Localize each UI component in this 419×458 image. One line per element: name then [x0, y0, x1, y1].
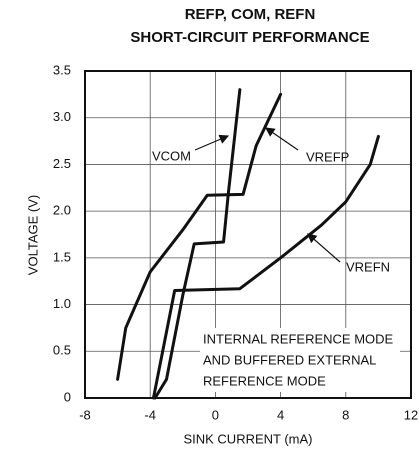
- annotation: REFERENCE MODE: [203, 373, 326, 388]
- x-tick-label: 4: [277, 407, 284, 422]
- x-tick-label: 12: [404, 407, 418, 422]
- series-line: [116, 92, 283, 381]
- series-label: VCOM: [152, 148, 191, 163]
- y-tick-label: 1.5: [53, 249, 71, 264]
- annotation: AND BUFFERED EXTERNAL: [203, 352, 376, 367]
- series-line: [151, 134, 380, 400]
- y-tick-label: 0.5: [53, 343, 71, 358]
- x-axis-label: SINK CURRENT (mA): [183, 431, 312, 446]
- x-tick-label: 8: [342, 407, 349, 422]
- y-axis-label: VOLTAGE (V): [25, 195, 40, 275]
- chart-title: SHORT-CIRCUIT PERFORMANCE: [130, 29, 369, 46]
- chart-title: REFP, COM, REFN: [185, 6, 316, 23]
- annotation-arrows: [194, 127, 400, 392]
- y-tick-label: 3.0: [53, 109, 71, 124]
- x-tick-label: 0: [212, 407, 219, 422]
- y-tick-label: 2.5: [53, 156, 71, 171]
- series-label: VREFP: [306, 149, 349, 164]
- y-tick-label: 0: [64, 389, 71, 404]
- series-label: VREFN: [346, 259, 390, 274]
- plot-frame: [84, 70, 412, 399]
- y-tick-label: 3.5: [53, 62, 71, 77]
- annotation: INTERNAL REFERENCE MODE: [203, 331, 394, 346]
- y-tick-label: 1.0: [53, 296, 71, 311]
- x-tick-label: -4: [144, 407, 156, 422]
- series-line: [153, 88, 242, 400]
- y-tick-label: 2.0: [53, 203, 71, 218]
- x-tick-label: -8: [79, 407, 91, 422]
